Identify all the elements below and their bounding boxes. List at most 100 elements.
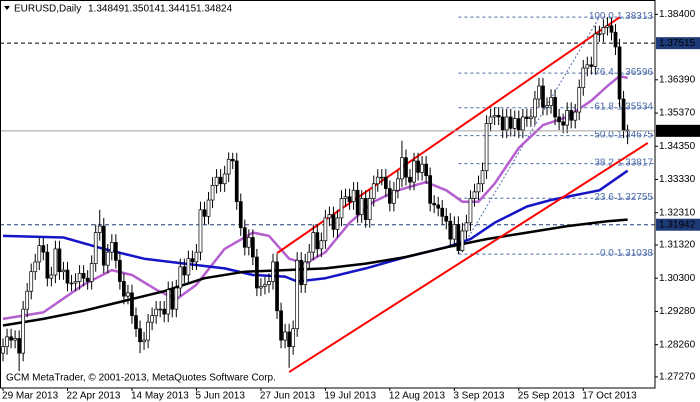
candle-body [388,188,392,204]
fib-price-label: 1.32755 [617,192,654,203]
candle-body [569,110,574,121]
y-tick-label: 1.31320 [659,240,696,251]
candle-body [492,114,497,118]
candle-body [21,308,26,354]
candle-body [371,183,376,199]
trendline [288,142,649,373]
candle-body [472,191,477,199]
current-price-label: 1.34824 [659,125,696,136]
candle-body [412,160,416,183]
candle-body [436,204,441,209]
candle-body [585,64,590,69]
candle-body [275,261,279,312]
candle-body [420,163,424,173]
candle-body [621,98,626,131]
candle-body [516,118,521,131]
candle-body [355,189,360,216]
candle-body [214,176,219,186]
candle-body [267,281,271,286]
candle-body [424,163,428,176]
candle-body [81,272,86,279]
candle-body [533,98,537,118]
header-close: 1.34824 [196,4,233,15]
y-tick-label: 1.34350 [659,141,696,152]
moving-average [2,218,628,327]
candle-body [549,97,553,106]
candle-body [323,217,328,242]
candle-body [246,237,251,248]
candle-body [259,286,263,289]
fib-label: 0.0 1.31038 [600,248,653,259]
candle-body [142,339,146,343]
fib-level-label: 38.2 [594,157,614,168]
candle-body [597,33,602,36]
candle-body [605,25,610,28]
candle-body [182,266,187,276]
candle-body [162,308,167,315]
candle-body [206,199,211,217]
fib-level-label: 50.0 [594,129,614,140]
candle-body [226,158,231,175]
candle-body [565,110,570,126]
candle-body [416,160,420,173]
candle-body [589,64,594,67]
candle-body [9,336,13,341]
candle-body [150,315,154,323]
x-tick-label: 25 Sep 2013 [518,391,575,402]
candle-body [448,220,453,240]
candle-body [263,284,267,287]
symbol-icon [4,6,10,10]
candle-body [339,198,344,219]
candle-body [57,248,62,273]
candle-body [138,328,142,343]
fib-label: 76.4 1.36596 [594,67,653,78]
fib-price-label: 1.33817 [617,157,654,168]
candle-body [601,27,606,35]
candle-body [392,189,396,204]
candle-body [396,178,400,191]
fib-label: 23.6 1.32755 [594,192,653,203]
x-tick-label: 29 Mar 2013 [2,391,59,402]
fib-price-label: 1.35534 [617,101,654,112]
candle-body [617,46,622,100]
candle-body [287,331,291,347]
fib-level-label: 23.6 [594,192,614,203]
candle-body [299,259,304,286]
fib-level-label: 100.0 [589,11,614,22]
candle-body [375,176,380,185]
candle-body [178,266,183,289]
candle-body [561,121,565,126]
candle-body [484,123,489,172]
symbol-label: EURUSD,Daily [14,4,81,15]
y-tick-label: 1.27270 [659,372,696,383]
candle-body [488,116,493,124]
candle-body [291,328,295,347]
candle-body [504,116,509,131]
candle-body [69,282,74,285]
price-label-bg [656,218,700,231]
candle-body [77,272,82,282]
y-tick-label: 1.33330 [659,174,696,185]
candle-body [113,242,118,261]
candle-body [73,281,78,284]
x-tick-label: 17 Oct 2013 [582,391,637,402]
candle-body [89,263,94,282]
candle-body [359,198,364,216]
x-tick-label: 5 Jun 2013 [195,391,245,402]
candle-body [170,289,175,310]
candle-body [456,224,461,251]
moving-average [2,74,628,321]
x-tick-label: 12 Aug 2013 [389,391,446,402]
candle-body [202,209,207,217]
candle-body [468,198,473,224]
candle-body [319,240,324,250]
candle-body [408,176,412,183]
candle-body [315,232,320,250]
candle-body [29,271,34,292]
price-label: 1.31942 [659,219,696,230]
candle-body [218,176,223,185]
y-tick-label: 1.32310 [659,207,696,218]
candle-body [238,201,243,229]
candle-body [1,346,5,354]
